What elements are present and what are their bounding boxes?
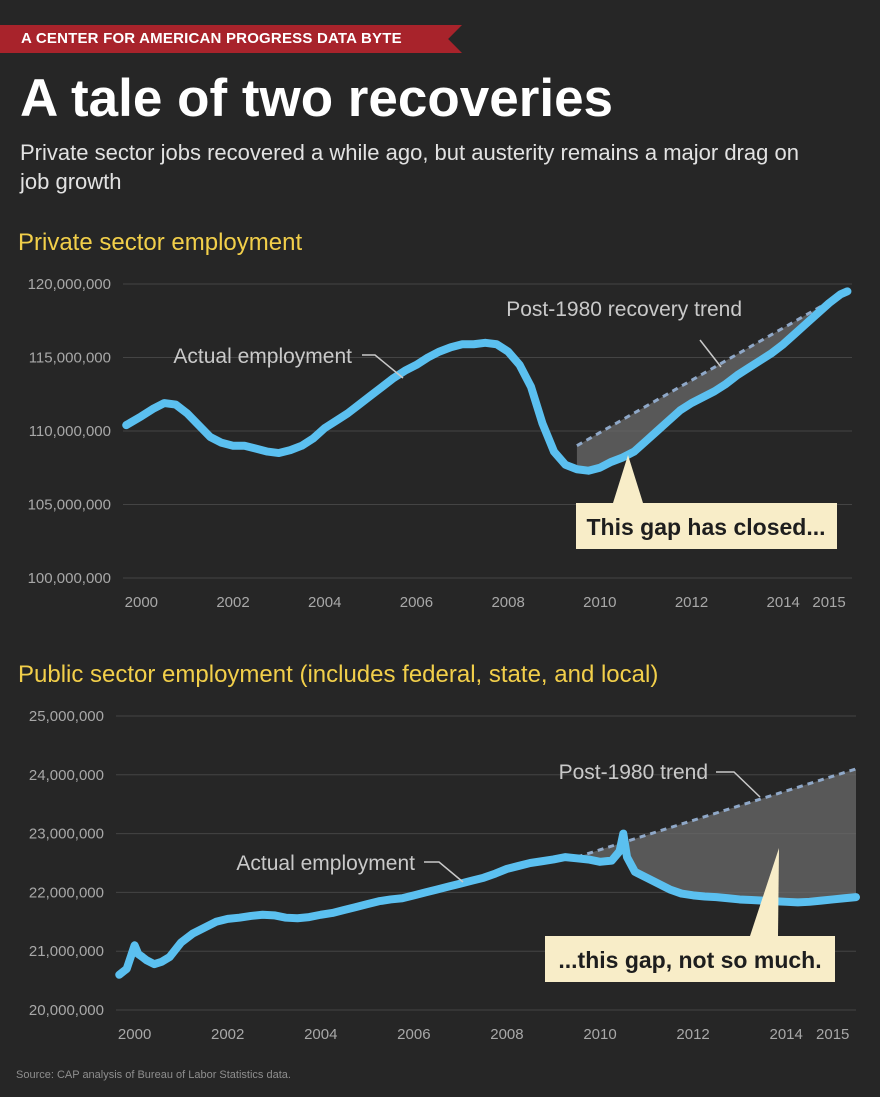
x-tick-label: 2002 xyxy=(211,1026,244,1043)
x-tick-label: 2000 xyxy=(118,1026,151,1043)
x-tick-label: 2014 xyxy=(770,1026,803,1043)
y-tick-label: 25,000,000 xyxy=(29,708,104,725)
callout-text: This gap has closed... xyxy=(586,514,825,540)
actual-label-leader xyxy=(362,354,404,379)
trend-label: Post-1980 recovery trend xyxy=(506,298,742,321)
chart-title: Private sector employment xyxy=(18,229,302,256)
gap-area xyxy=(576,291,848,471)
callout-pointer xyxy=(750,848,779,936)
callout-pointer xyxy=(613,455,643,503)
y-tick-label: 105,000,000 xyxy=(28,497,111,514)
y-tick-label: 21,000,000 xyxy=(29,943,104,960)
callout-text: ...this gap, not so much. xyxy=(558,947,821,973)
y-tick-label: 100,000,000 xyxy=(28,570,111,587)
page-subtitle: Private sector jobs recovered a while ag… xyxy=(20,140,799,194)
trend-line xyxy=(576,290,849,448)
y-tick-label: 20,000,000 xyxy=(29,1002,104,1019)
trend-label-leader xyxy=(716,771,761,798)
public-sector-chart: Public sector employment (includes feder… xyxy=(18,661,860,1043)
x-tick-label: 2010 xyxy=(583,1026,616,1043)
callout-box xyxy=(545,936,835,982)
actual-employment-label: Actual employment xyxy=(236,852,415,875)
x-tick-label: 2006 xyxy=(400,594,433,611)
y-tick-label: 22,000,000 xyxy=(29,884,104,901)
y-tick-label: 110,000,000 xyxy=(29,423,111,440)
x-tick-label: 2006 xyxy=(397,1026,430,1043)
source-note: Source: CAP analysis of Bureau of Labor … xyxy=(16,1069,291,1081)
actual-employment-label: Actual employment xyxy=(173,345,352,368)
x-tick-label: 2010 xyxy=(583,594,616,611)
x-tick-label: 2004 xyxy=(308,594,341,611)
x-tick-label: 2012 xyxy=(675,594,708,611)
x-tick-label: 2014 xyxy=(767,594,800,611)
x-tick-label: 2012 xyxy=(676,1026,709,1043)
private-sector-chart: Private sector employment 100,000,000 105,… xyxy=(18,229,852,611)
y-tick-label: 115,000,000 xyxy=(29,350,111,367)
x-tick-label: 2008 xyxy=(490,1026,523,1043)
trend-label-leader xyxy=(699,339,722,368)
x-tick-label: 2002 xyxy=(216,594,249,611)
trend-label: Post-1980 trend xyxy=(559,761,708,784)
page-title: A tale of two recoveries xyxy=(20,69,614,128)
actual-label-leader xyxy=(424,861,464,883)
gap-area xyxy=(576,768,856,903)
banner-text: A CENTER FOR AMERICAN PROGRESS DATA BYTE xyxy=(21,30,402,47)
x-tick-label: 2004 xyxy=(304,1026,337,1043)
y-tick-label: 24,000,000 xyxy=(29,767,104,784)
actual-employment-line xyxy=(122,287,852,475)
actual-employment-line xyxy=(115,829,860,979)
x-tick-label: 2000 xyxy=(125,594,158,611)
y-tick-label: 23,000,000 xyxy=(29,826,104,843)
x-tick-label: 2015 xyxy=(812,594,845,611)
chart-title: Public sector employment (includes feder… xyxy=(18,661,658,688)
callout-box xyxy=(576,503,837,549)
y-tick-label: 120,000,000 xyxy=(28,276,111,293)
banner-ribbon xyxy=(0,25,462,53)
x-tick-label: 2015 xyxy=(816,1026,849,1043)
x-tick-label: 2008 xyxy=(491,594,524,611)
